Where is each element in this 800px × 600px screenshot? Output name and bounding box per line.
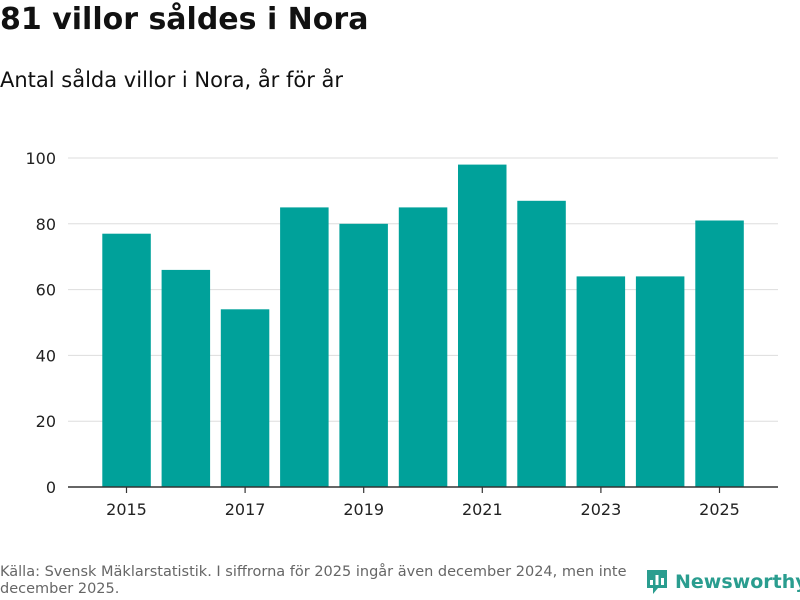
bars bbox=[102, 164, 744, 488]
chart-subtitle: Antal sålda villor i Nora, år för år bbox=[0, 68, 344, 92]
x-tick-label: 2025 bbox=[699, 500, 740, 519]
brand-logo: Newsworthy bbox=[645, 568, 800, 596]
bar-2024 bbox=[635, 276, 685, 487]
bar-chart: 0 20 40 60 80 100 2015 2017 2019 2021 2023 2025 bbox=[25, 149, 778, 519]
bar-2015 bbox=[102, 233, 151, 487]
x-tick-label: 2019 bbox=[343, 500, 384, 519]
y-tick-label: 80 bbox=[36, 215, 56, 234]
bar-2025 bbox=[695, 220, 744, 487]
bar-2016 bbox=[161, 269, 211, 487]
x-tick-label: 2023 bbox=[581, 500, 622, 519]
x-tick-label: 2017 bbox=[225, 500, 266, 519]
bar-2023 bbox=[576, 276, 626, 487]
x-tick-label: 2015 bbox=[106, 500, 147, 519]
y-tick-label: 40 bbox=[36, 346, 56, 365]
y-tick-label: 0 bbox=[46, 478, 56, 497]
bar-2022 bbox=[517, 200, 566, 488]
bar-2020 bbox=[398, 207, 448, 487]
y-axis-labels: 0 20 40 60 80 100 bbox=[25, 149, 56, 497]
y-tick-label: 60 bbox=[36, 281, 56, 300]
source-note: Källa: Svensk Mäklarstatistik. I siffror… bbox=[0, 564, 627, 597]
bar-2019 bbox=[339, 223, 388, 488]
page-title: 81 villor såldes i Nora bbox=[0, 2, 369, 37]
x-axis-labels: 2015 2017 2019 2021 2023 2025 bbox=[106, 487, 740, 519]
bar-2017 bbox=[220, 309, 270, 487]
x-tick-label: 2021 bbox=[462, 500, 503, 519]
newsworthy-logo-icon bbox=[647, 570, 667, 594]
brand-name: Newsworthy bbox=[675, 571, 800, 593]
y-tick-label: 20 bbox=[36, 412, 56, 431]
bar-2021 bbox=[458, 164, 507, 487]
y-tick-label: 100 bbox=[25, 149, 56, 168]
bar-2018 bbox=[280, 207, 329, 487]
